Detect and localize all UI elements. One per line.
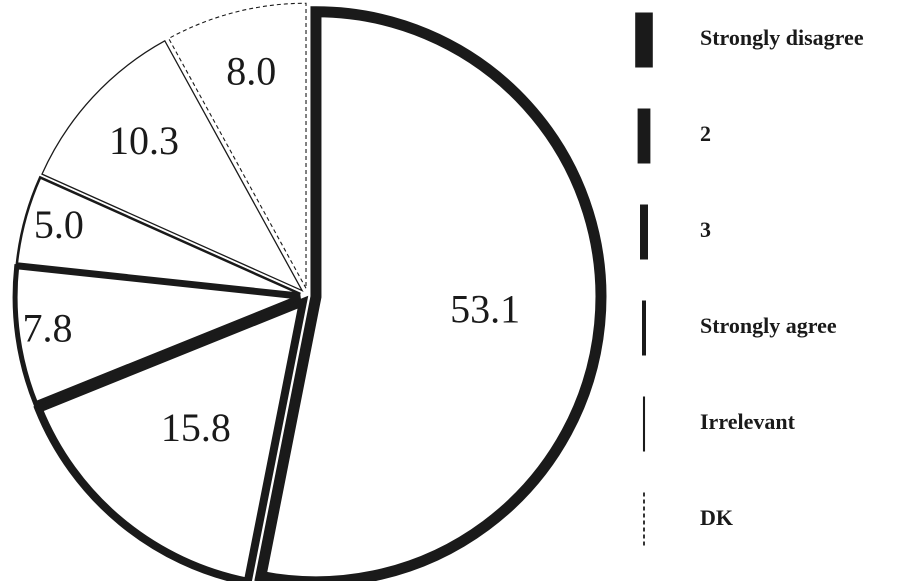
legend-label-irrelevant: Irrelevant — [700, 409, 796, 434]
slice-value-label: 5.0 — [34, 202, 84, 247]
slice-value-label: 15.8 — [161, 405, 231, 450]
legend-label-dk: DK — [700, 505, 733, 530]
legend: Strongly disagree 2 3 Strongly agree Irrelev… — [635, 12, 864, 548]
slice-value-label: 53.1 — [450, 286, 520, 331]
pie-slice-strongly-agree — [15, 175, 301, 296]
pie-slice-labels: 53.1 15.8 7.8 5.0 10.3 8.0 — [23, 48, 521, 449]
legend-label-strongly-agree: Strongly agree — [700, 313, 837, 338]
pie-slices — [12, 2, 607, 581]
legend-label-3: 3 — [700, 217, 711, 242]
pie-slice-2 — [33, 295, 309, 581]
pie-slice-dk — [167, 2, 307, 289]
slice-value-label: 10.3 — [109, 118, 179, 163]
slice-value-label: 7.8 — [23, 305, 73, 350]
pie-slice-irrelevant — [41, 39, 304, 292]
pie-slice-strongly-disagree — [254, 6, 607, 581]
legend-label-2: 2 — [700, 121, 711, 146]
slice-value-label: 8.0 — [226, 48, 276, 93]
legend-label-strongly-disagree: Strongly disagree — [700, 25, 864, 50]
pie-slice-3 — [12, 263, 302, 407]
